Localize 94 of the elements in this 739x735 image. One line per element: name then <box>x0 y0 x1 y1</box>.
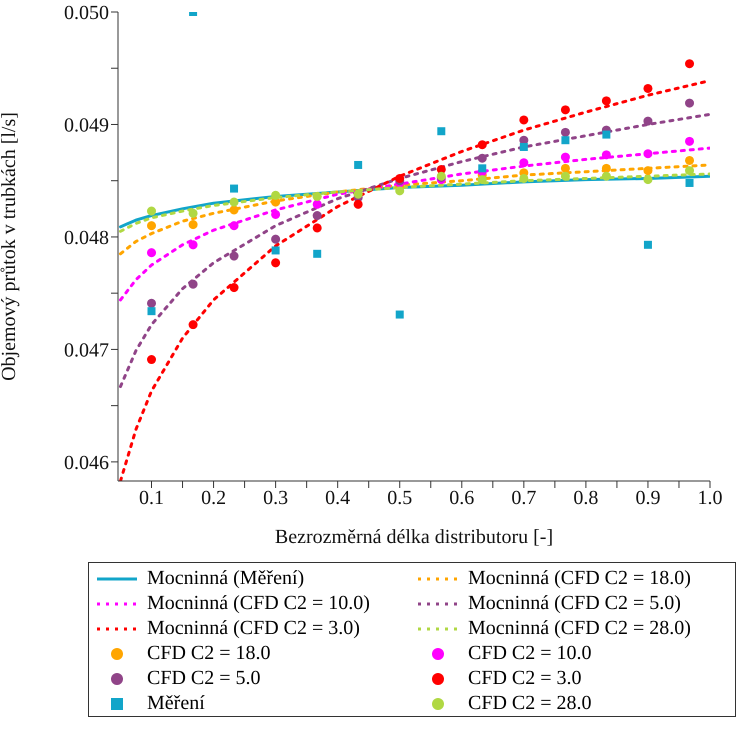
point <box>560 105 570 114</box>
x-tick-label: 0.6 <box>449 487 474 510</box>
point <box>561 136 570 144</box>
x-tick-label: 1.0 <box>698 487 722 510</box>
y-tick-label: 0.050 <box>64 2 109 24</box>
point <box>686 178 694 187</box>
point <box>644 240 652 249</box>
point <box>685 98 694 108</box>
y-axis-title: Objemový průtok v trubkách [l/s] <box>0 112 20 381</box>
legend-label: Mocninná (CFD C2 = 5.0) <box>468 591 681 616</box>
point <box>643 149 652 158</box>
point <box>478 175 487 184</box>
point <box>271 190 280 200</box>
point <box>643 166 652 176</box>
point <box>313 250 322 258</box>
point <box>602 96 611 106</box>
line-series <box>118 146 710 302</box>
x-tick-label: 0.5 <box>387 487 412 510</box>
point <box>519 115 528 124</box>
point <box>148 307 156 316</box>
point <box>396 310 404 319</box>
legend-label: Měření <box>147 691 205 716</box>
point <box>395 174 404 183</box>
x-tick-label: 0.9 <box>635 487 660 510</box>
point <box>643 84 652 93</box>
legend-label: CFD C2 = 3.0 <box>468 666 582 691</box>
point <box>602 172 611 181</box>
point <box>560 172 570 181</box>
legend-label: CFD C2 = 10.0 <box>468 641 592 666</box>
x-tick-label: 0.3 <box>263 487 288 510</box>
legend-label: Mocninná (CFD C2 = 28.0) <box>468 616 691 641</box>
point <box>560 152 570 162</box>
legend-label: Mocninná (Měření) <box>147 566 304 591</box>
line-series <box>118 112 710 388</box>
point <box>146 248 156 258</box>
point <box>271 210 280 219</box>
point <box>602 130 610 139</box>
x-axis-title: Bezrozměrná délka distributoru [-] <box>274 526 554 548</box>
point <box>643 175 652 184</box>
point <box>230 205 239 214</box>
point <box>146 221 156 230</box>
point <box>478 140 487 150</box>
point <box>602 164 611 173</box>
point <box>188 208 198 218</box>
point <box>188 320 198 330</box>
x-tick-label: 0.2 <box>201 487 226 510</box>
point <box>643 116 652 126</box>
point <box>312 200 322 209</box>
point <box>271 258 280 268</box>
point <box>685 59 694 68</box>
point <box>146 298 156 308</box>
y-tick-label: 0.049 <box>64 114 109 137</box>
x-tick-label: 0.7 <box>511 487 536 510</box>
point <box>519 158 528 168</box>
point <box>685 156 694 165</box>
legend-label: Mocninná (CFD C2 = 18.0) <box>468 566 691 591</box>
point <box>685 136 694 146</box>
point <box>560 128 570 137</box>
y-tick-label: 0.046 <box>64 452 109 474</box>
point <box>188 280 198 289</box>
point <box>312 211 322 220</box>
legend-label: CFD C2 = 18.0 <box>147 641 271 666</box>
y-tick-label: 0.047 <box>64 340 109 362</box>
point <box>354 160 362 169</box>
point <box>230 184 238 193</box>
point <box>685 166 694 176</box>
point <box>230 252 239 261</box>
point <box>272 246 280 254</box>
point <box>602 150 611 160</box>
point <box>146 206 156 216</box>
legend-label: Mocninná (CFD C2 = 10.0) <box>147 591 370 616</box>
point <box>437 127 446 136</box>
point <box>188 220 198 230</box>
point <box>478 164 486 172</box>
x-tick-label: 0.8 <box>573 487 598 510</box>
legend-label: CFD C2 = 5.0 <box>147 666 261 691</box>
point <box>519 174 528 183</box>
point <box>560 164 570 173</box>
x-tick-label: 0.4 <box>325 487 350 510</box>
point <box>230 198 239 207</box>
legend-label: CFD C2 = 28.0 <box>468 691 592 716</box>
point <box>354 200 363 209</box>
y-tick-label: 0.048 <box>64 227 109 250</box>
point <box>312 223 322 232</box>
point <box>271 234 280 244</box>
point <box>478 154 487 163</box>
point <box>146 355 156 364</box>
point <box>520 142 528 151</box>
point <box>395 186 404 196</box>
legend-label: Mocninná (CFD C2 = 3.0) <box>147 616 360 641</box>
x-tick-label: 0.1 <box>139 487 164 510</box>
point <box>230 283 239 292</box>
point <box>188 240 198 250</box>
point <box>230 221 239 230</box>
